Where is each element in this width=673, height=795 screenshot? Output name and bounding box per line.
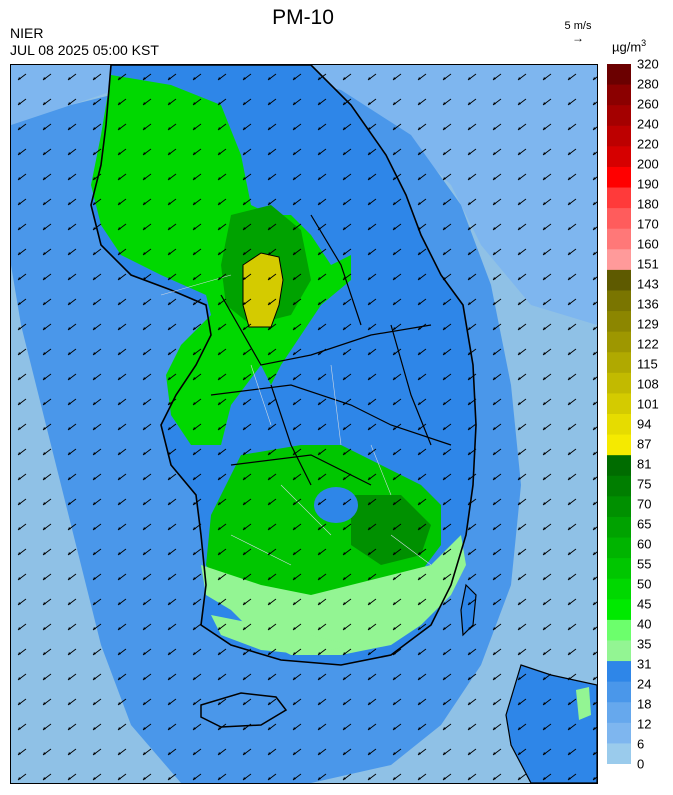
colorbar-swatch xyxy=(607,640,631,662)
colorbar-tick-label: 136 xyxy=(637,296,659,312)
colorbar-swatch xyxy=(607,352,631,374)
colorbar-swatch xyxy=(607,702,631,724)
colorbar-tick-label: 35 xyxy=(637,636,652,652)
colorbar-tick-label: 180 xyxy=(637,196,659,212)
colorbar-swatch xyxy=(607,743,631,764)
colorbar-swatch xyxy=(607,269,631,291)
colorbar-tick-label: 280 xyxy=(637,76,659,92)
timestamp-label: JUL 08 2025 05:00 KST xyxy=(10,42,159,58)
colorbar-tick-label: 115 xyxy=(637,356,658,372)
colorbar-swatch xyxy=(607,187,631,209)
colorbar-tick-label: 320 xyxy=(637,56,659,72)
colorbar-swatch xyxy=(607,105,631,127)
colorbar-tick-label: 220 xyxy=(637,136,659,152)
colorbar-swatch xyxy=(607,475,631,497)
colorbar xyxy=(607,64,631,764)
colorbar-tick-label: 160 xyxy=(637,236,659,252)
colorbar-swatch xyxy=(607,414,631,436)
colorbar-swatch xyxy=(607,125,631,147)
wind-scale: 5 m/s → xyxy=(556,20,600,44)
colorbar-swatch xyxy=(607,146,631,168)
colorbar-tick-label: 200 xyxy=(637,156,659,172)
pm10-map[interactable] xyxy=(10,64,598,784)
colorbar-tick-label: 122 xyxy=(637,336,659,352)
wind-scale-arrow-icon: → xyxy=(572,31,584,45)
colorbar-swatch xyxy=(607,290,631,312)
unit-label: µg/m3 xyxy=(612,38,646,54)
unit-exponent: 3 xyxy=(641,38,647,48)
colorbar-tick-label: 70 xyxy=(637,496,652,512)
colorbar-tick-label: 101 xyxy=(637,396,659,412)
colorbar-tick-label: 18 xyxy=(637,696,652,712)
colorbar-swatch xyxy=(607,166,631,189)
colorbar-tick-label: 87 xyxy=(637,436,652,452)
colorbar-tick-label: 55 xyxy=(637,556,652,572)
colorbar-tick-label: 60 xyxy=(637,536,652,552)
colorbar-swatch xyxy=(607,84,631,106)
colorbar-swatch xyxy=(607,558,631,580)
colorbar-tick-label: 190 xyxy=(637,176,659,192)
colorbar-tick-label: 108 xyxy=(637,376,659,392)
colorbar-tick-label: 240 xyxy=(637,116,659,132)
colorbar-swatch xyxy=(607,681,631,703)
colorbar-swatch xyxy=(607,434,631,456)
colorbar-tick-label: 151 xyxy=(637,256,659,272)
colorbar-swatch xyxy=(607,228,631,250)
colorbar-tick-label: 40 xyxy=(637,616,652,632)
colorbar-tick-label: 65 xyxy=(637,516,652,532)
colorbar-tick-label: 260 xyxy=(637,96,659,112)
colorbar-tick-label: 129 xyxy=(637,316,659,332)
colorbar-tick-label: 81 xyxy=(637,456,652,472)
colorbar-swatch xyxy=(607,722,631,744)
colorbar-swatch xyxy=(607,578,631,600)
colorbar-swatch xyxy=(607,496,631,518)
colorbar-tick-label: 6 xyxy=(637,736,645,752)
colorbar-tick-label: 143 xyxy=(637,276,659,292)
wind-vectors xyxy=(11,65,597,783)
colorbar-swatch xyxy=(607,311,631,333)
colorbar-swatch xyxy=(607,372,631,394)
colorbar-tick-label: 24 xyxy=(637,676,652,692)
colorbar-tick-label: 45 xyxy=(637,596,652,612)
colorbar-tick-label: 170 xyxy=(637,216,659,232)
colorbar-swatch xyxy=(607,619,631,641)
colorbar-labels: 320 280 260 240 220 200 190 180 170 160 151 143 136 1… xyxy=(637,57,673,774)
colorbar-swatch xyxy=(607,331,631,353)
colorbar-swatch xyxy=(607,455,631,477)
colorbar-swatch xyxy=(607,249,631,271)
colorbar-tick-label: 50 xyxy=(637,576,652,592)
colorbar-tick-label: 31 xyxy=(637,656,652,672)
wind-scale-label: 5 m/s xyxy=(564,20,592,32)
agency-label: NIER xyxy=(10,25,44,41)
map-canvas xyxy=(11,65,597,783)
page-title: PM-10 xyxy=(272,6,334,29)
colorbar-swatch xyxy=(607,537,631,559)
colorbar-tick-label: 12 xyxy=(637,716,652,732)
colorbar-tick-label: 75 xyxy=(637,476,652,492)
colorbar-swatch xyxy=(607,661,631,683)
colorbar-swatch xyxy=(607,64,631,86)
colorbar-swatch xyxy=(607,393,631,415)
colorbar-swatch xyxy=(607,208,631,230)
colorbar-tick-label: 94 xyxy=(637,416,652,432)
colorbar-tick-label: 0 xyxy=(637,756,645,772)
colorbar-swatch xyxy=(607,516,631,539)
colorbar-swatch xyxy=(607,599,631,621)
unit-base: µg/m xyxy=(612,39,642,55)
